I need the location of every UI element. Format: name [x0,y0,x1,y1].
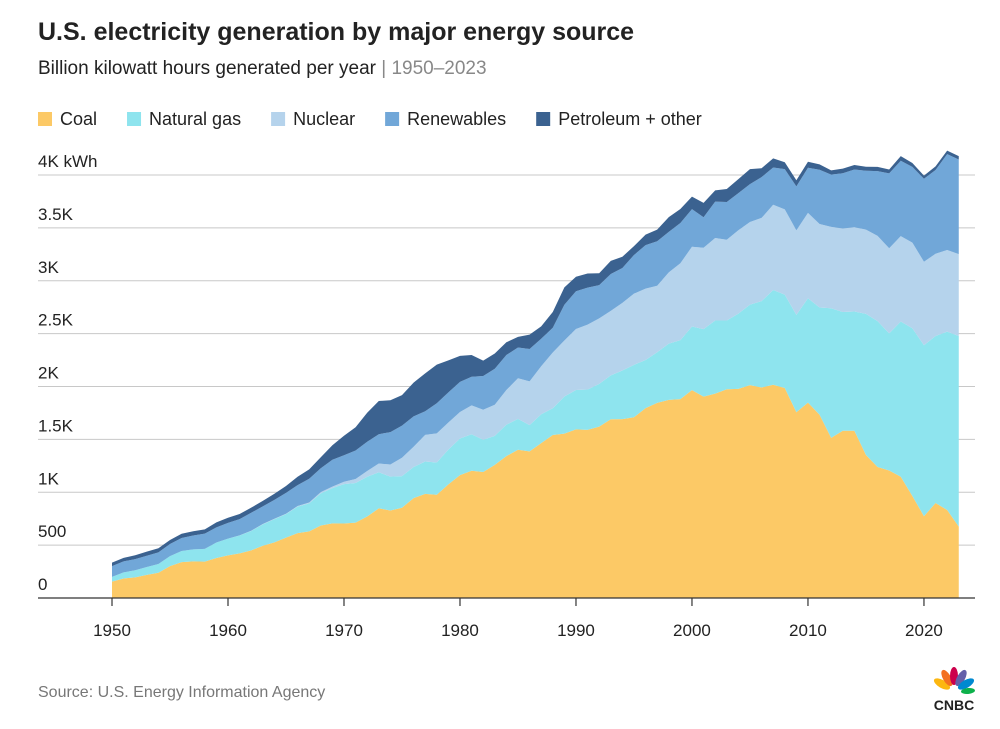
logo: CNBC [933,667,975,713]
y-tick-label: 2K [38,364,59,383]
y-tick-label: 1K [38,469,59,488]
x-tick-label: 2020 [905,621,943,640]
chart-subtitle: Billion kilowatt hours generated per yea… [38,58,487,79]
legend-swatch [271,112,286,126]
y-tick-label: 3K [38,258,59,277]
logo-text: CNBC [934,697,974,713]
legend-label: Natural gas [149,109,241,129]
legend-swatch [38,112,52,126]
y-tick-label: 4K kWh [38,152,98,171]
x-tick-label: 2010 [789,621,827,640]
y-tick-label: 500 [38,522,66,541]
legend-label: Coal [60,109,97,129]
x-tick-label: 1980 [441,621,479,640]
legend-label: Renewables [407,109,506,129]
y-tick-label: 1.5K [38,416,74,435]
subtitle-text: Billion kilowatt hours generated per yea… [38,58,377,79]
legend: Coal Natural gas Nuclear Renewables Petroleu… [38,109,702,129]
y-tick-label: 2.5K [38,311,74,330]
area [112,154,959,577]
area [112,289,959,582]
legend-label: Nuclear [293,109,355,129]
x-tick-label: 1970 [325,621,363,640]
x-tick-label: 1960 [209,621,247,640]
y-tick-label: 3.5K [38,205,74,224]
area [112,204,959,577]
legend-swatch [536,112,551,126]
x-tick-label: 2000 [673,621,711,640]
subtitle-range: 1950–2023 [391,58,486,79]
subtitle-separator: | [376,58,392,79]
legend-swatch [127,112,142,126]
source: Source: U.S. Energy Information Agency [38,684,325,701]
axes: 0 500 1K 1.5K 2K 2.5K 3K 3.5K 4K kWh 1950 1960 1970… [38,152,975,640]
legend-swatch [385,112,400,126]
legend-label: Petroleum + other [558,109,702,129]
area [112,384,959,598]
y-tick-label: 0 [38,575,47,594]
logo-peacock [933,667,975,695]
areas [112,150,959,598]
x-tick-label: 1990 [557,621,595,640]
chart-title: U.S. electricity generation by major ene… [38,18,634,46]
area [112,150,959,567]
x-tick-label: 1950 [93,621,131,640]
